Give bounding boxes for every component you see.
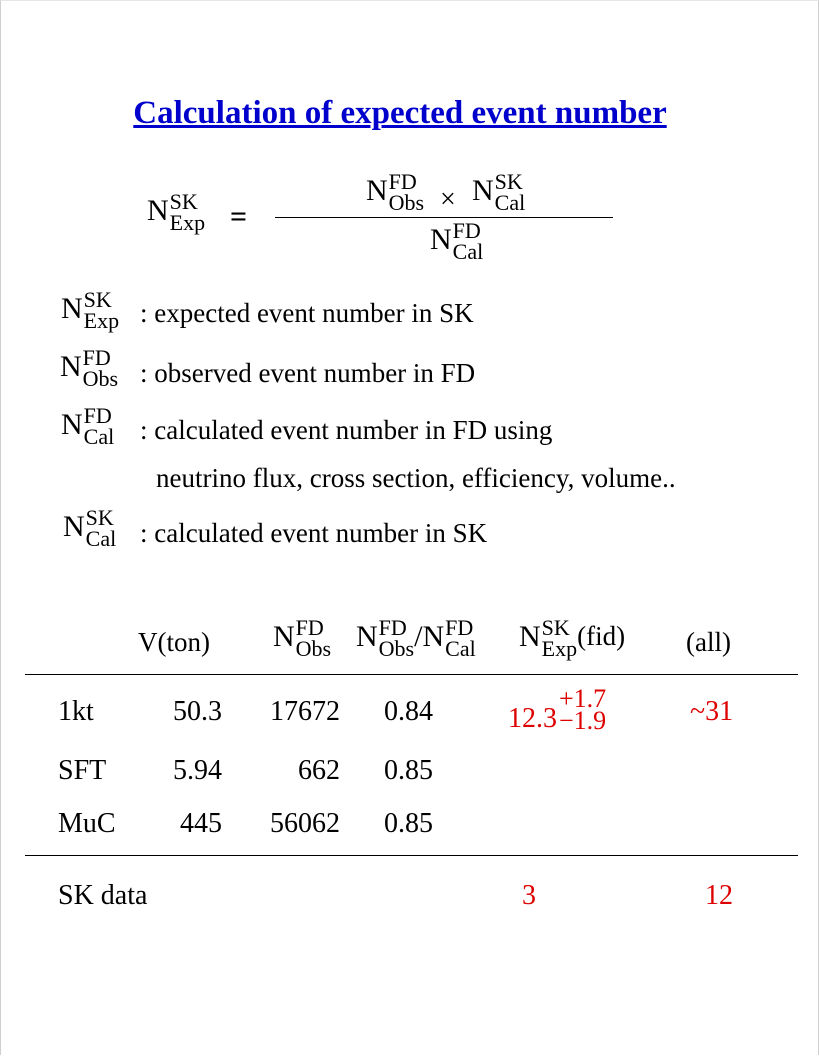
n-letter: N <box>61 408 83 441</box>
row-muc-volume: 445 <box>180 808 222 839</box>
subscript: Cal <box>83 423 115 449</box>
subscript: Cal <box>494 189 526 215</box>
times-sign: × <box>440 184 456 215</box>
subscript: Obs <box>82 365 119 391</box>
superscript: FD <box>295 615 324 640</box>
row-1kt-ratio: 0.84 <box>384 696 433 727</box>
error-plus: +1.7 <box>559 684 607 713</box>
superscript: SK <box>85 505 114 530</box>
superscript: SK <box>169 189 198 214</box>
fraction-bar <box>275 217 613 218</box>
def-symbol-nexp-sk: N SK Exp <box>61 289 120 336</box>
row-muc-ratio: 0.85 <box>384 808 433 839</box>
def-symbol-ncal-sk: N SK Cal <box>63 507 117 554</box>
row-sft-volume: 5.94 <box>173 755 222 786</box>
n-letter: N <box>61 292 83 325</box>
n-letter: N <box>519 620 541 653</box>
header-fid-label: (fid) <box>577 621 626 651</box>
header-nobs-fd: N FD Obs <box>273 617 332 664</box>
header-ratio: N FD Obs/N FD Cal <box>356 617 476 664</box>
expected-central: 12.3 <box>508 702 557 734</box>
subscript: Cal <box>445 635 476 661</box>
def-symbol-ncal-fd: N FD Cal <box>61 405 115 452</box>
n-letter: N <box>356 620 378 653</box>
n-letter: N <box>147 194 169 227</box>
equals-sign: = <box>230 200 248 233</box>
row-muc-name: MuC <box>58 808 116 839</box>
def-text-calculated-sk: : calculated event number in SK <box>140 518 488 548</box>
subscript: Obs <box>378 635 415 661</box>
header-all: (all) <box>686 627 731 657</box>
n-letter: N <box>63 510 85 543</box>
formula-num-nobs-fd: N FD Obs <box>366 171 425 218</box>
superscript: FD <box>378 615 407 640</box>
subscript: Exp <box>83 307 120 333</box>
subscript: Obs <box>388 189 425 215</box>
superscript: FD <box>388 169 417 194</box>
page-title: Calculation of expected event number <box>133 95 667 131</box>
def-text-calculated-fd: : calculated event number in FD using <box>140 415 553 445</box>
table-rule-top <box>25 674 798 675</box>
def-text-expected: : expected event number in SK <box>140 298 474 328</box>
n-letter: N <box>430 223 452 256</box>
row-1kt-volume: 50.3 <box>173 696 222 727</box>
def-symbol-nobs-fd: N FD Obs <box>60 347 119 394</box>
superscript: FD <box>82 345 111 370</box>
formula-num-ncal-sk: N SK Cal <box>472 171 526 218</box>
row-1kt-name: 1kt <box>58 696 94 727</box>
n-letter: N <box>273 620 295 653</box>
header-volume: V(ton) <box>138 627 210 657</box>
superscript: FD <box>83 403 112 428</box>
n-letter: N <box>366 174 388 207</box>
superscript: FD <box>445 615 474 640</box>
def-text-observed: : observed event number in FD <box>140 358 476 388</box>
slash: / <box>414 620 423 653</box>
row-sft-nobs: 662 <box>298 755 340 786</box>
row-1kt-expected: 12.3 +1.7 −1.9 <box>508 684 607 736</box>
subscript: Exp <box>541 635 578 661</box>
subscript: Cal <box>85 525 117 551</box>
sk-data-all: 12 <box>705 880 733 911</box>
superscript: SK <box>541 615 570 640</box>
sk-data-label: SK data <box>58 880 148 911</box>
row-muc-nobs: 56062 <box>270 808 340 839</box>
def-text-calculated-fd-cont: neutrino flux, cross section, efficiency… <box>156 463 676 493</box>
subscript: Exp <box>169 209 206 235</box>
n-letter: N <box>60 350 82 383</box>
row-1kt-nobs: 17672 <box>270 696 340 727</box>
superscript: SK <box>83 287 112 312</box>
error-minus: −1.9 <box>559 706 607 736</box>
table-rule-bottom <box>25 855 798 856</box>
formula-den-ncal-fd: N FD Cal <box>430 220 484 267</box>
n-letter: N <box>422 620 445 653</box>
subscript: Obs <box>295 635 332 661</box>
n-letter: N <box>472 174 494 207</box>
row-sft-name: SFT <box>58 755 107 786</box>
header-nexp-sk-fid: N SK Exp (fid) <box>519 617 626 664</box>
subscript: Cal <box>452 238 484 264</box>
superscript: SK <box>494 169 523 194</box>
expected-error: +1.7 −1.9 <box>559 684 607 736</box>
sk-data-fid: 3 <box>522 880 536 911</box>
superscript: FD <box>452 218 481 243</box>
formula-lhs-nexp-sk: N SK Exp <box>147 191 206 238</box>
row-1kt-all: ~31 <box>690 696 734 727</box>
row-sft-ratio: 0.85 <box>384 755 433 786</box>
